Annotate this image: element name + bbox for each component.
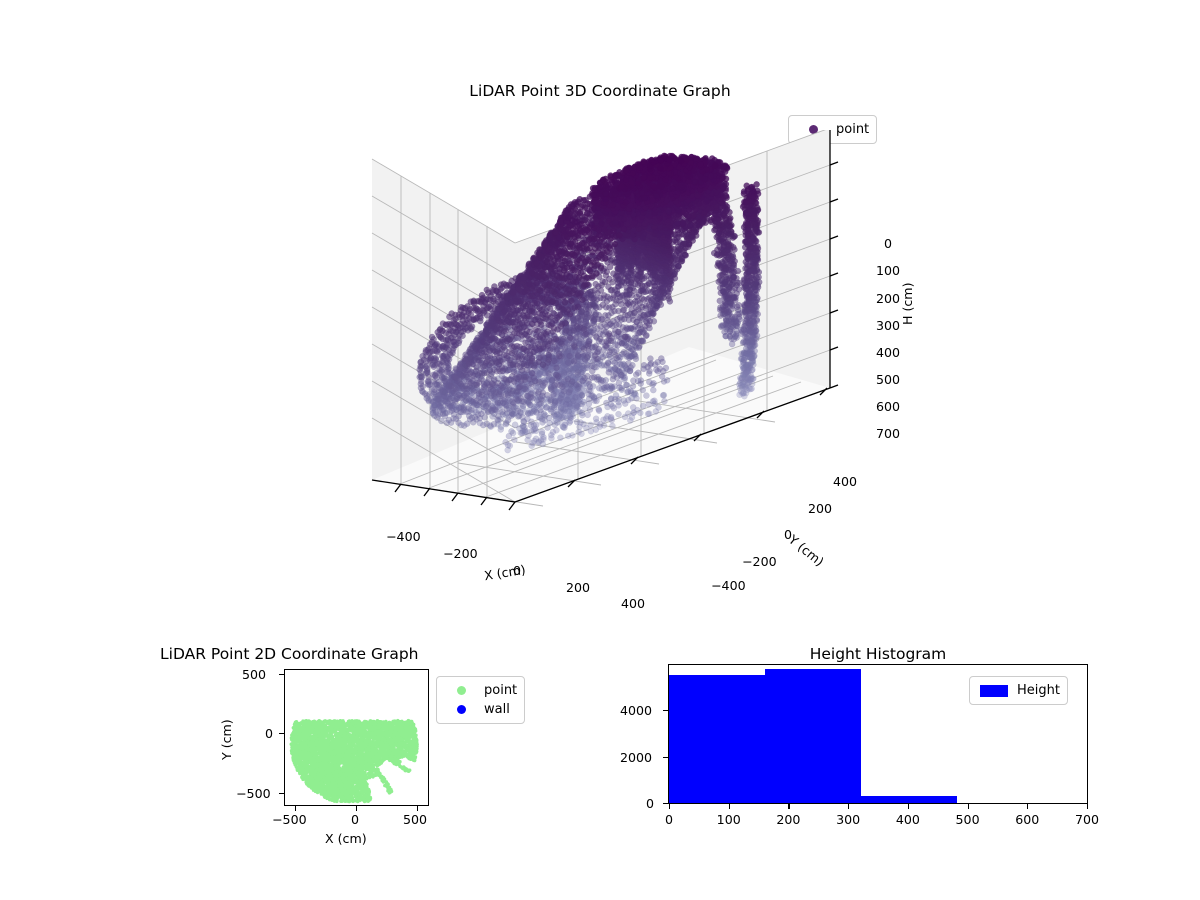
xtick-2d-1: 0 [351, 812, 360, 827]
xlabel-2d: X (cm) [325, 831, 367, 846]
xtick-hist-2: 200 [776, 812, 801, 827]
xtick-hist-mark-5 [967, 804, 969, 809]
xtick-hist-0: 0 [664, 812, 674, 827]
ytick-hist-mark-0 [663, 803, 668, 805]
ytick-2d-1: 0 [265, 726, 274, 741]
xtick-2d-mark-2 [417, 806, 419, 811]
legend-item-height[interactable]: Height [977, 681, 1060, 700]
ztick-3d-5: 500 [876, 372, 901, 387]
legend-item-point[interactable]: point [796, 120, 869, 139]
ylabel-2d: Y (cm) [219, 719, 234, 760]
xtick-hist-4: 400 [895, 812, 920, 827]
ytick-hist-2: 4000 [620, 703, 653, 718]
xtick-hist-mark-7 [1087, 804, 1089, 809]
legend-label-point: point [836, 122, 870, 137]
ytick-3d-1: −200 [742, 554, 777, 569]
ytick-hist-mark-2 [663, 710, 668, 712]
point-marker-icon-2d [444, 686, 478, 695]
xtick-3d-0: −400 [386, 529, 421, 544]
xtick-hist-3: 300 [836, 812, 861, 827]
ytick-hist-mark-1 [663, 757, 668, 759]
axis-spines-3d [371, 130, 831, 503]
chart-hist-title: Height Histogram [809, 645, 947, 663]
xtick-2d-mark-0 [295, 806, 297, 811]
axes-3d-scatter[interactable] [300, 130, 940, 640]
ztick-3d-1: 100 [876, 263, 901, 278]
legend-label-point-2d: point [484, 683, 518, 698]
xtick-hist-mark-4 [907, 804, 910, 809]
ytick-2d-mark-1 [279, 733, 284, 735]
ztick-3d-3: 300 [876, 318, 901, 333]
xtick-hist-mark-1 [728, 804, 730, 809]
ytick-hist-1: 2000 [620, 750, 653, 765]
lidar-2d-scatter-svg [289, 718, 419, 804]
lidar-point-cloud-3d [416, 152, 763, 454]
height-patch-icon [977, 684, 1011, 697]
ztick-3d-6: 600 [876, 399, 901, 414]
histogram-bar [669, 675, 766, 803]
ytick-2d-0: 500 [242, 667, 267, 682]
xtick-hist-5: 500 [955, 812, 980, 827]
xtick-3d-2: 0 [513, 563, 522, 578]
axes-2d-scatter[interactable] [284, 669, 429, 806]
axis-ticks-3d [394, 161, 839, 511]
histogram-bar [861, 795, 958, 803]
zlabel-3d: H (cm) [900, 282, 915, 326]
histogram-bar [765, 668, 862, 803]
wall-marker-icon-2d [444, 705, 478, 714]
lidar-point-cloud-2d [289, 718, 419, 804]
xtick-hist-mark-2 [788, 804, 790, 809]
ztick-3d-4: 400 [876, 345, 901, 360]
ytick-2d-mark-0 [279, 674, 284, 676]
ytick-2d-2: −500 [236, 786, 271, 801]
chart-2d-title: LiDAR Point 2D Coordinate Graph [160, 645, 419, 663]
ytick-3d-3: 200 [808, 501, 833, 516]
xtick-2d-0: −500 [272, 812, 307, 827]
ytick-3d-4: 400 [833, 474, 858, 489]
xtick-2d-2: 500 [403, 812, 428, 827]
ytick-hist-0: 0 [646, 796, 655, 811]
histogram-bars [669, 665, 1087, 803]
xtick-3d-3: 200 [566, 580, 591, 595]
legend-label-wall-2d: wall [484, 702, 510, 717]
legend-item-wall-2d[interactable]: wall [444, 700, 517, 719]
chart-3d-title: LiDAR Point 3D Coordinate Graph [469, 82, 731, 100]
ytick-3d-0: −400 [711, 578, 746, 593]
legend-histogram[interactable]: Height [969, 676, 1068, 705]
ytick-2d-mark-2 [279, 793, 284, 795]
xtick-hist-mark-6 [1027, 804, 1029, 809]
xtick-3d-4: 400 [621, 596, 646, 611]
ztick-3d-0: 0 [884, 236, 893, 251]
xtick-hist-mark-3 [848, 804, 850, 809]
xtick-hist-1: 100 [716, 812, 741, 827]
legend-label-height: Height [1017, 683, 1060, 698]
xtick-2d-mark-1 [356, 806, 358, 811]
ytick-3d-2: 0 [784, 527, 793, 542]
point-marker-icon [796, 125, 830, 134]
ztick-3d-2: 200 [876, 291, 901, 306]
xtick-hist-7: 700 [1074, 812, 1100, 827]
ztick-3d-7: 700 [876, 426, 901, 441]
legend-item-point-2d[interactable]: point [444, 681, 517, 700]
xtick-hist-6: 600 [1015, 812, 1040, 827]
xtick-3d-1: −200 [443, 546, 478, 561]
legend-2d[interactable]: point wall [436, 676, 526, 724]
lidar-3d-scatter-svg [371, 130, 839, 511]
xtick-hist-mark-0 [669, 804, 671, 809]
